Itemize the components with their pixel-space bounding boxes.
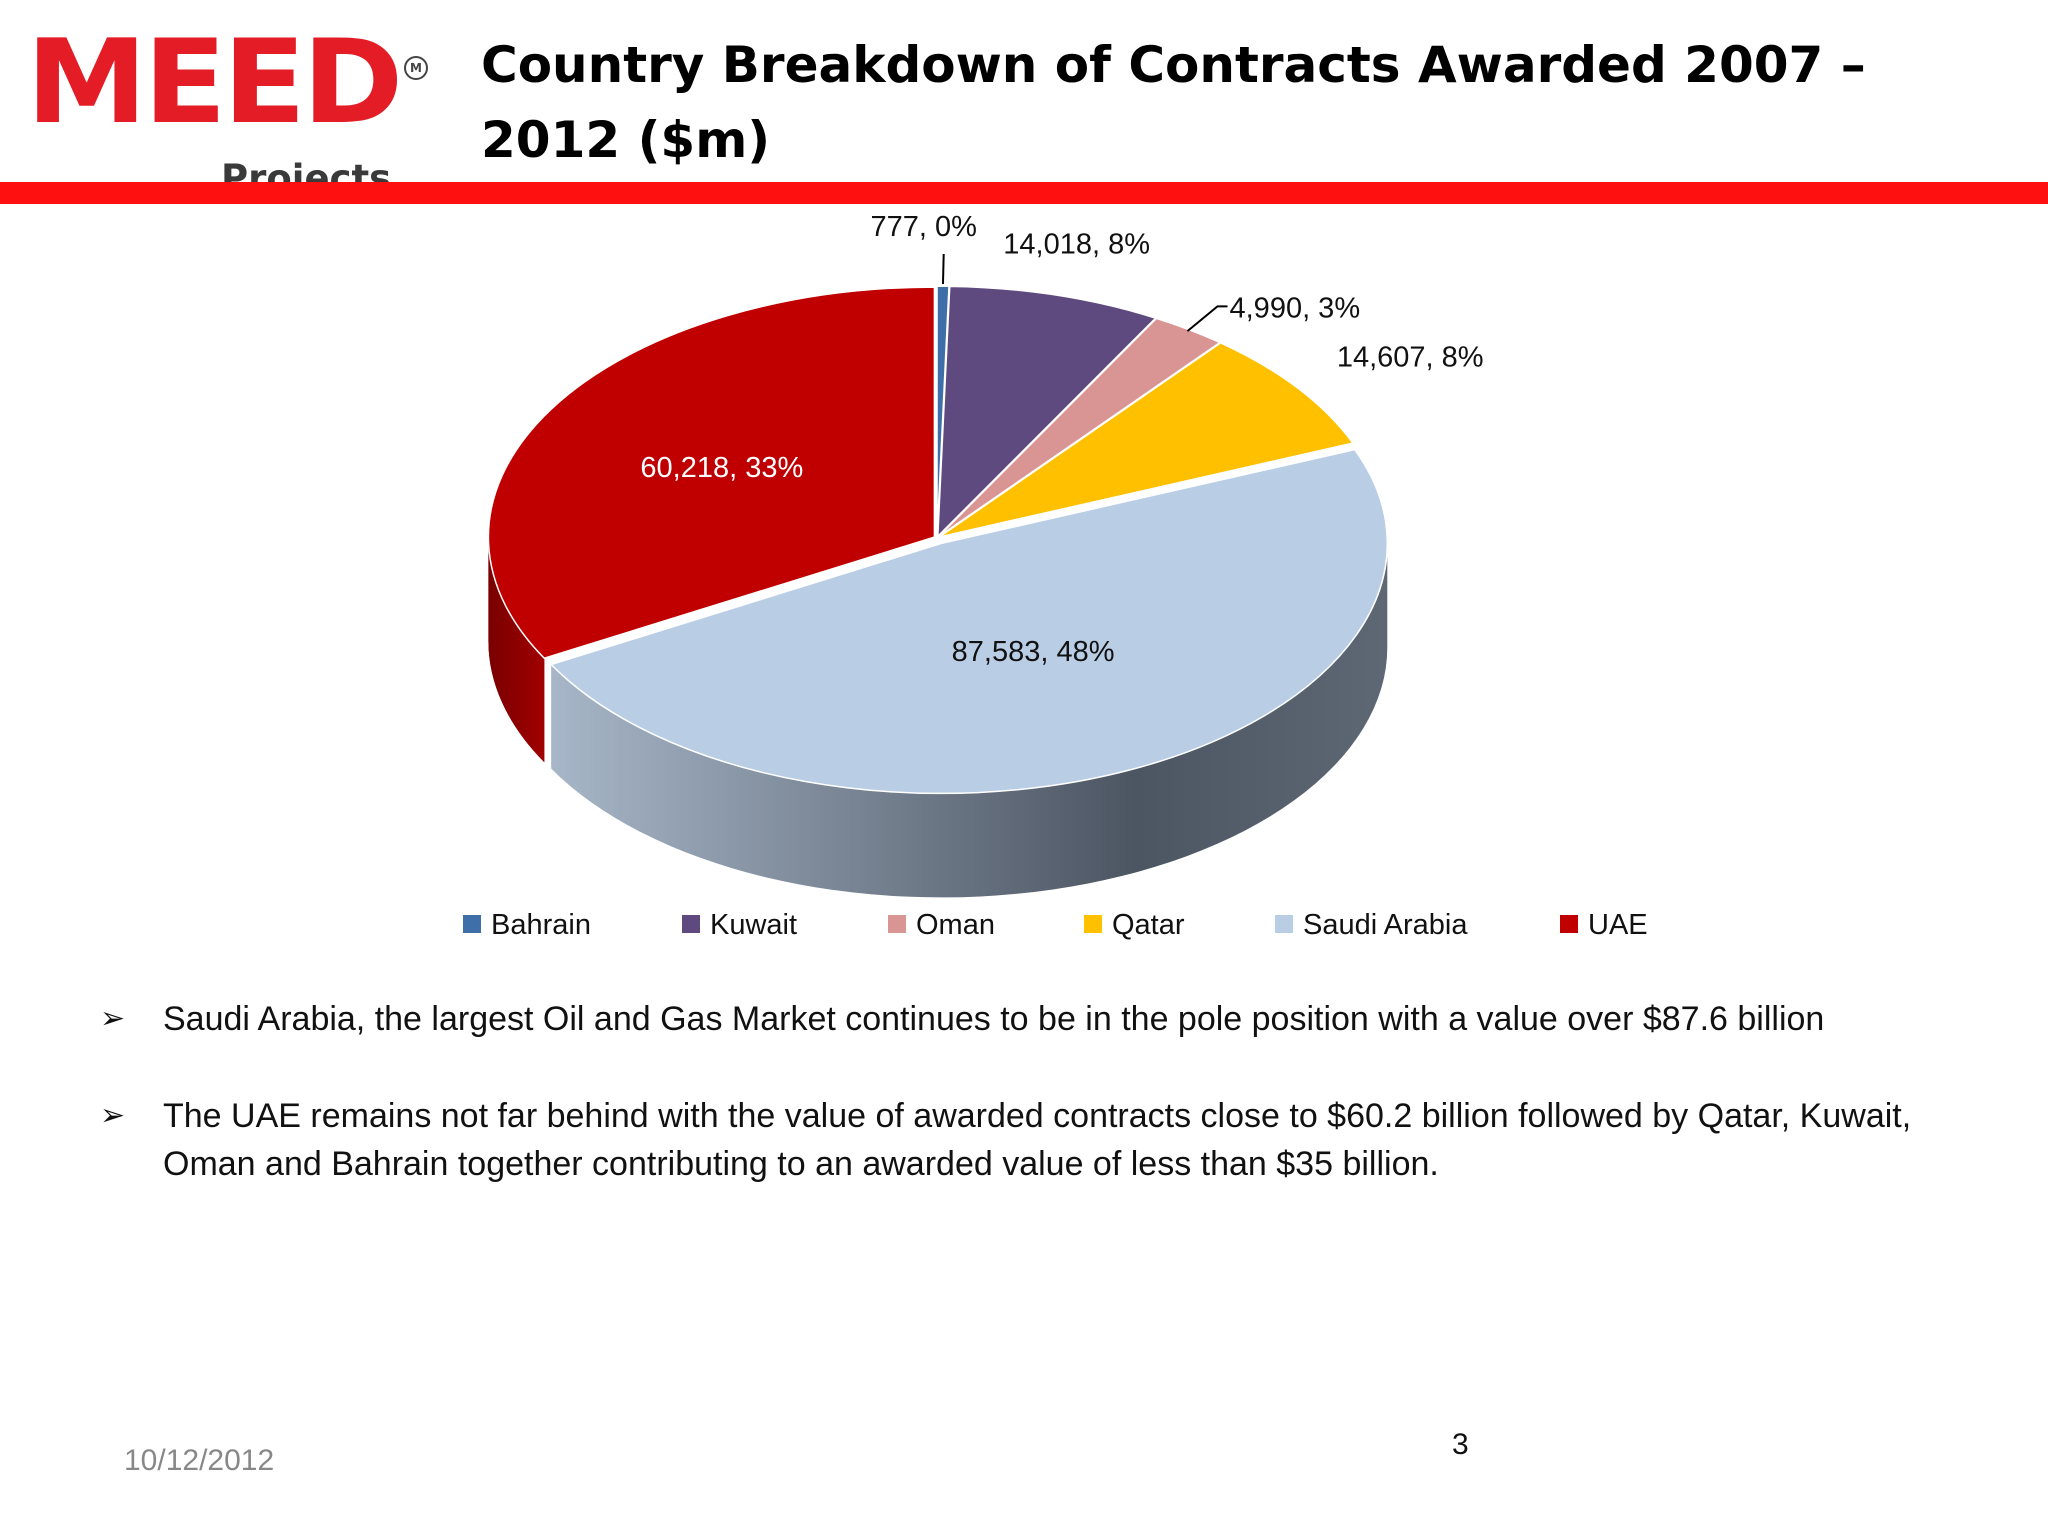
- page-title: Country Breakdown of Contracts Awarded 2…: [481, 36, 1866, 169]
- legend-label: UAE: [1588, 909, 1648, 941]
- logo-trademark-mark: M: [404, 56, 428, 80]
- legend-label: Qatar: [1112, 909, 1185, 941]
- leader-line-oman: [1186, 305, 1228, 332]
- data-label-kuwait: 14,018, 8%: [1003, 229, 1150, 261]
- legend-swatch: [1084, 915, 1102, 933]
- bullet-item: ➢ The UAE remains not far behind with th…: [100, 1092, 1980, 1188]
- legend-label: Saudi Arabia: [1303, 909, 1468, 941]
- legend-swatch: [1560, 915, 1578, 933]
- pie-leader-lines: [941, 254, 1228, 332]
- legend-label: Bahrain: [491, 909, 591, 941]
- legend-item-bahrain: Bahrain: [463, 909, 591, 941]
- data-label-oman: 4,990, 3%: [1230, 292, 1361, 324]
- slice-bahrain: [936, 285, 950, 537]
- slice-qatar: [938, 342, 1355, 538]
- legend-swatch: [1275, 915, 1293, 933]
- pie-slices: [487, 285, 1389, 795]
- bullet-list: ➢ Saudi Arabia, the largest Oil and Gas …: [100, 995, 1980, 1237]
- slice-side-uae: [488, 537, 545, 763]
- legend-label: Kuwait: [710, 909, 797, 941]
- page-number: 3: [1452, 1428, 1469, 1461]
- slice-kuwait: [936, 285, 1158, 539]
- leader-line-bahrain: [941, 254, 945, 285]
- data-label-bahrain: 777, 0%: [870, 211, 976, 243]
- legend-label: Oman: [916, 909, 995, 941]
- arrow-bullet-icon: ➢: [100, 1001, 126, 1036]
- data-label-saudi-arabia: 87,583, 48%: [952, 636, 1115, 668]
- legend-item-uae: UAE: [1560, 909, 1648, 941]
- pie-data-labels: 777, 0% 14,018, 8% 4,990, 3% 14,607, 8% 87,5…: [640, 211, 1483, 668]
- legend-item-oman: Oman: [888, 909, 995, 941]
- arrow-bullet-icon: ➢: [100, 1098, 126, 1133]
- chart-legend: Bahrain Kuwait Oman Qatar Saudi Arabia UAE: [463, 909, 1648, 941]
- slice-side-saudi-arabia: [551, 543, 1388, 898]
- legend-swatch: [463, 915, 481, 933]
- legend-item-qatar: Qatar: [1084, 909, 1185, 941]
- footer-date: 10/12/2012: [124, 1444, 275, 1477]
- header-divider: [0, 182, 2048, 204]
- pie-side-walls: [488, 537, 1388, 898]
- legend-item-saudi-arabia: Saudi Arabia: [1275, 909, 1468, 941]
- bullet-text: Saudi Arabia, the largest Oil and Gas Ma…: [163, 1000, 1825, 1038]
- logo-wordmark: MEED: [26, 14, 403, 150]
- data-label-qatar: 14,607, 8%: [1337, 342, 1484, 374]
- slice-saudi-arabia: [549, 448, 1389, 795]
- legend-swatch: [682, 915, 700, 933]
- slice-uae: [487, 286, 936, 660]
- legend-item-kuwait: Kuwait: [682, 909, 797, 941]
- bullet-text: The UAE remains not far behind with the …: [163, 1097, 1912, 1183]
- bullet-item: ➢ Saudi Arabia, the largest Oil and Gas …: [100, 995, 1980, 1043]
- legend-swatch: [888, 915, 906, 933]
- data-label-uae: 60,218, 33%: [640, 452, 803, 484]
